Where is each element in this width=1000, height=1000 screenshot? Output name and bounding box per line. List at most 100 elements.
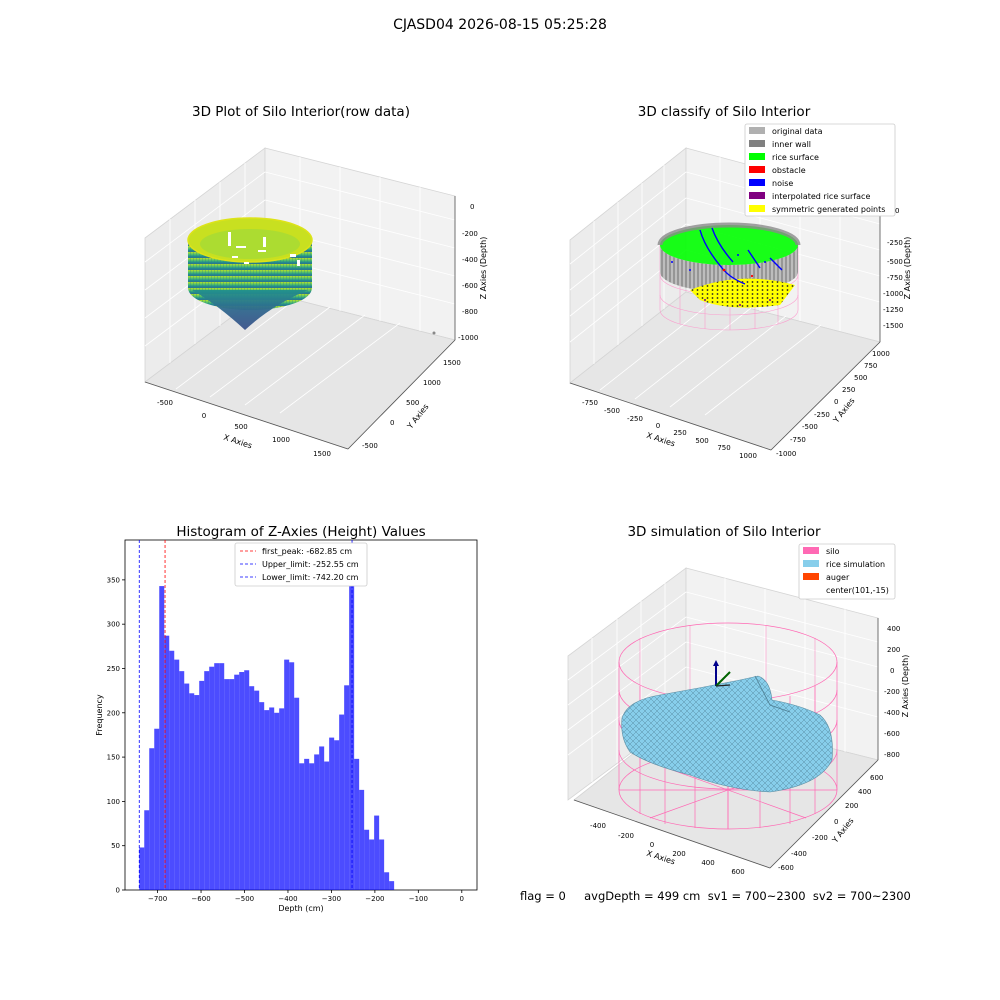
panel4-y-ticks: -600 -400 -200 0 200 400 600 — [778, 774, 883, 872]
panel2-z-ticks: 0 -250 -500 -750 -1000 -1250 -1500 — [883, 207, 903, 330]
histogram-bar — [279, 708, 285, 890]
panel1-point-cloud — [187, 217, 436, 335]
panel1-z-ticks: 0 -200 -400 -600 -800 -1000 — [458, 203, 478, 342]
legend-swatch — [749, 127, 765, 134]
p2-z-tick: -1000 — [883, 290, 903, 298]
histogram-bar — [359, 789, 365, 890]
p2-z-tick: -250 — [887, 239, 903, 247]
x-tick-label: −100 — [409, 895, 428, 903]
p2-y-tick: -500 — [802, 423, 818, 431]
panel4-z-ticks: 400 200 0 -200 -400 -600 -800 — [884, 625, 900, 759]
p4-z-tick: -400 — [884, 709, 900, 717]
figure-title: CJASD04 2026-08-15 05:25:28 — [393, 17, 607, 33]
histogram-bar — [189, 693, 195, 890]
histogram-bar — [384, 872, 390, 890]
legend-swatch — [803, 573, 819, 580]
histogram-bar — [374, 815, 380, 890]
histogram-bar — [264, 710, 270, 890]
histogram-bar — [234, 674, 240, 890]
p4-y-tick: -400 — [791, 850, 807, 858]
histogram-bar — [209, 666, 215, 890]
legend-label: auger — [826, 573, 850, 582]
y-tick-label: 100 — [107, 798, 120, 806]
panel4-legend: silo rice simulation auger center(101,-15) — [798, 543, 896, 600]
x-tick-label: −200 — [365, 895, 384, 903]
p4-x-tick: 400 — [701, 859, 714, 867]
legend-label: inner wall — [772, 140, 811, 149]
p1-x-tick: 1000 — [272, 436, 290, 444]
p2-y-tick: -250 — [814, 411, 830, 419]
panel3-title: Histogram of Z-Axies (Height) Values — [176, 524, 425, 540]
histogram-bar — [174, 659, 180, 890]
legend-label: center(101,-15) — [826, 586, 889, 595]
histogram-bar — [204, 671, 210, 890]
legend-label: Lower_limit: -742.20 cm — [262, 573, 359, 582]
p4-x-tick: 200 — [672, 850, 685, 858]
legend-label: first_peak: -682.85 cm — [262, 547, 352, 556]
histogram-bar — [199, 680, 205, 890]
histogram-bar — [249, 686, 255, 890]
histogram-y-ticks: 0 50 100 150 200 250 300 350 — [107, 576, 125, 895]
p2-z-tick: 0 — [895, 207, 899, 215]
histogram-bar — [149, 748, 155, 890]
panel2-y-ticks: -1000 -750 -500 -250 0 250 500 750 1000 — [776, 350, 890, 458]
histogram-bar — [294, 697, 300, 890]
p4-z-tick: -600 — [884, 730, 900, 738]
histogram-bar — [369, 839, 375, 890]
p2-y-tick: 250 — [842, 386, 855, 394]
histogram-bar — [239, 672, 245, 890]
histogram-bar — [219, 663, 225, 890]
x-tick-label: −500 — [235, 895, 254, 903]
p2-y-tick: 500 — [854, 374, 867, 382]
legend-label: obstacle — [772, 166, 806, 175]
p2-x-tick: -750 — [582, 399, 598, 407]
status-line: flag = 0 avgDepth = 499 cm sv1 = 700~230… — [520, 889, 911, 903]
p2-y-tick: 0 — [834, 398, 838, 406]
p2-x-tick: 250 — [673, 429, 686, 437]
histogram-bar — [274, 712, 280, 890]
p4-z-tick: 200 — [887, 646, 900, 654]
panel2-point-cloud — [657, 222, 801, 331]
legend-label: silo — [826, 547, 840, 556]
histogram-bars — [139, 556, 395, 890]
legend-label: original data — [772, 127, 823, 136]
p4-z-tick: -200 — [884, 688, 900, 696]
x-tick-label: −300 — [322, 895, 341, 903]
legend-swatch — [803, 560, 819, 567]
p1-z-tick: 0 — [470, 203, 474, 211]
p2-z-tick: -1500 — [883, 322, 903, 330]
legend-swatch — [749, 166, 765, 173]
histogram-bar — [324, 761, 330, 890]
p1-x-tick: 500 — [234, 423, 247, 431]
panel1-x-label: X Axies — [222, 433, 253, 451]
histogram-bar — [389, 881, 395, 890]
p4-x-tick: 600 — [731, 868, 744, 876]
p1-y-tick: 0 — [390, 419, 394, 427]
p2-y-tick: 750 — [864, 362, 877, 370]
histogram-bar — [159, 586, 165, 890]
p2-z-tick: -750 — [887, 274, 903, 282]
legend-swatch — [749, 179, 765, 186]
p1-z-tick: -600 — [462, 282, 478, 290]
x-tick-label: −400 — [278, 895, 297, 903]
histogram-bar — [334, 740, 340, 890]
histogram-bar — [244, 670, 250, 890]
histogram-bar — [309, 763, 315, 890]
histogram-bar — [169, 650, 175, 890]
p1-y-tick: -500 — [362, 442, 378, 450]
p4-z-tick: -800 — [884, 751, 900, 759]
p1-z-tick: -200 — [462, 230, 478, 238]
p1-x-tick: 0 — [202, 412, 206, 420]
histogram-bar — [284, 659, 290, 890]
y-tick-label: 150 — [107, 754, 120, 762]
p4-z-tick: 0 — [890, 667, 894, 675]
histogram-bar — [184, 683, 190, 890]
histogram-legend: first_peak: -682.85 cm Upper_limit: -252.… — [234, 542, 368, 587]
histogram-bar — [214, 663, 220, 890]
histogram-bar — [254, 690, 260, 890]
p1-z-tick: -800 — [462, 308, 478, 316]
histogram-bar — [354, 758, 360, 890]
panel4-title: 3D simulation of Silo Interior — [627, 524, 821, 540]
p2-x-tick: 500 — [695, 437, 708, 445]
